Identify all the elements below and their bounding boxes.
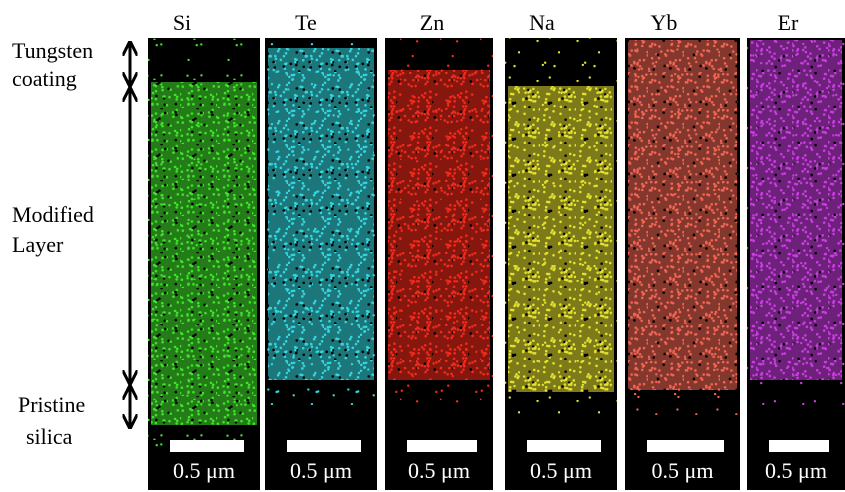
region-label: Layer — [12, 232, 64, 257]
region-label: Pristine — [18, 392, 85, 417]
scale-bar — [769, 440, 829, 452]
map-panel: 0.5 μm — [148, 38, 260, 490]
element-label: Er — [778, 10, 799, 35]
scale-bar — [407, 440, 477, 452]
element-signal — [750, 40, 842, 380]
element-signal — [508, 86, 614, 392]
element-signal — [628, 40, 737, 390]
map-panel: 0.5 μm — [505, 38, 617, 490]
region-label: coating — [12, 66, 77, 91]
scale-label: 0.5 μm — [290, 458, 352, 483]
scale-bar — [287, 440, 361, 452]
element-label: Te — [295, 10, 317, 35]
map-panel: 0.5 μm — [747, 38, 845, 490]
element-signal — [388, 70, 490, 380]
element-signal — [151, 82, 257, 425]
region-label: silica — [26, 424, 73, 449]
region-label: Tungsten — [12, 38, 93, 63]
scale-label: 0.5 μm — [530, 458, 592, 483]
map-panel: 0.5 μm — [625, 38, 740, 490]
element-signal — [268, 48, 374, 380]
element-label: Na — [529, 10, 555, 35]
scale-label: 0.5 μm — [173, 458, 235, 483]
map-panel: 0.5 μm — [265, 38, 377, 490]
region-label: Modified — [12, 202, 94, 227]
scale-label: 0.5 μm — [765, 458, 827, 483]
map-panel: 0.5 μm — [385, 38, 493, 490]
scale-bar — [527, 440, 601, 452]
element-label: Zn — [420, 10, 444, 35]
element-label: Yb — [651, 10, 678, 35]
scale-label: 0.5 μm — [408, 458, 470, 483]
scale-bar — [170, 440, 244, 452]
scale-label: 0.5 μm — [652, 458, 714, 483]
element-label: Si — [173, 10, 191, 35]
scale-bar — [647, 440, 724, 452]
